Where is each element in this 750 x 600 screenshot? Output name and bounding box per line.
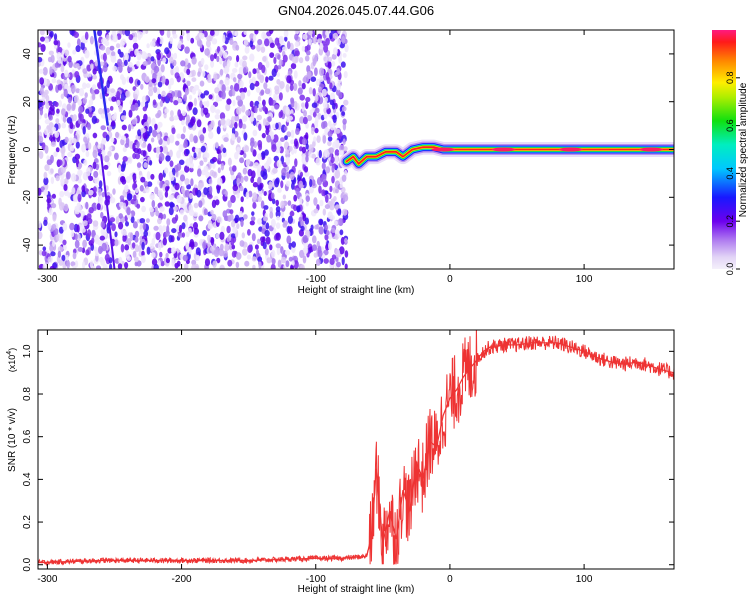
- snr-frame: [37, 329, 675, 570]
- x-tick-label: -300: [37, 574, 57, 585]
- colorbar-tick-label: 0.6: [725, 119, 735, 132]
- x-tick-label: 0: [447, 274, 453, 285]
- x-tick-label: -200: [172, 274, 192, 285]
- spectrogram-streak: [100, 154, 116, 269]
- colorbar-gradient: [712, 30, 736, 269]
- snr-xlabel: Height of straight line (km): [298, 584, 415, 595]
- y-tick-label: 1.0: [22, 344, 33, 358]
- y-tick-label: 20: [22, 96, 33, 108]
- snr-series-noise: [38, 330, 674, 567]
- x-tick-label: -100: [306, 274, 326, 285]
- snr-multiplier: (x104): [6, 348, 17, 372]
- colorbar-label: Normalized spectral amplitude: [738, 82, 749, 217]
- y-tick-label: 0.4: [22, 472, 33, 486]
- y-tick-label: 0.8: [22, 387, 33, 401]
- spectrogram-xlabel: Height of straight line (km): [298, 285, 415, 296]
- spectrogram-noise: [38, 30, 349, 269]
- x-tick-label: -300: [37, 274, 57, 285]
- svg-text:(x104): (x104): [6, 348, 17, 372]
- colorbar-tick-label: 0.4: [725, 167, 735, 180]
- y-tick-label: 40: [22, 48, 33, 60]
- y-tick-label: -40: [22, 237, 33, 252]
- snr-series-line: [38, 342, 674, 564]
- colorbar-tick-label: 0.2: [725, 215, 735, 228]
- spectrogram-ridge: [339, 139, 674, 172]
- colorbar-tick-label: 0.8: [725, 72, 735, 85]
- x-tick-label: -200: [172, 574, 192, 585]
- x-tick-label: 100: [576, 574, 593, 585]
- spectrogram-streak: [93, 30, 110, 126]
- x-tick-label: -100: [306, 574, 326, 585]
- x-tick-label: 0: [447, 574, 453, 585]
- snr-ylabel: SNR (10 * v/v): [7, 408, 18, 472]
- colorbar: 0.0 0.2 0.4 0.6 0.8 Normalized spectral ampl…: [712, 30, 749, 275]
- y-tick-label: 0: [22, 146, 33, 152]
- colorbar-tick-label: 0.0: [725, 263, 735, 276]
- y-tick-label: 0.2: [22, 515, 33, 529]
- figure-title: GN04.2026.045.07.44.G06: [278, 3, 434, 18]
- spectrogram-ylabel: Frequency (Hz): [7, 116, 18, 185]
- y-tick-label: -20: [22, 190, 33, 205]
- snr-panel: -300 -200 -100 0 100 0.0 0.2 0.4 0.6 0.8 1.0 Heigh…: [6, 329, 675, 595]
- y-tick-label: 0.6: [22, 429, 33, 443]
- x-tick-label: 100: [576, 274, 593, 285]
- y-tick-label: 0.0: [22, 557, 33, 571]
